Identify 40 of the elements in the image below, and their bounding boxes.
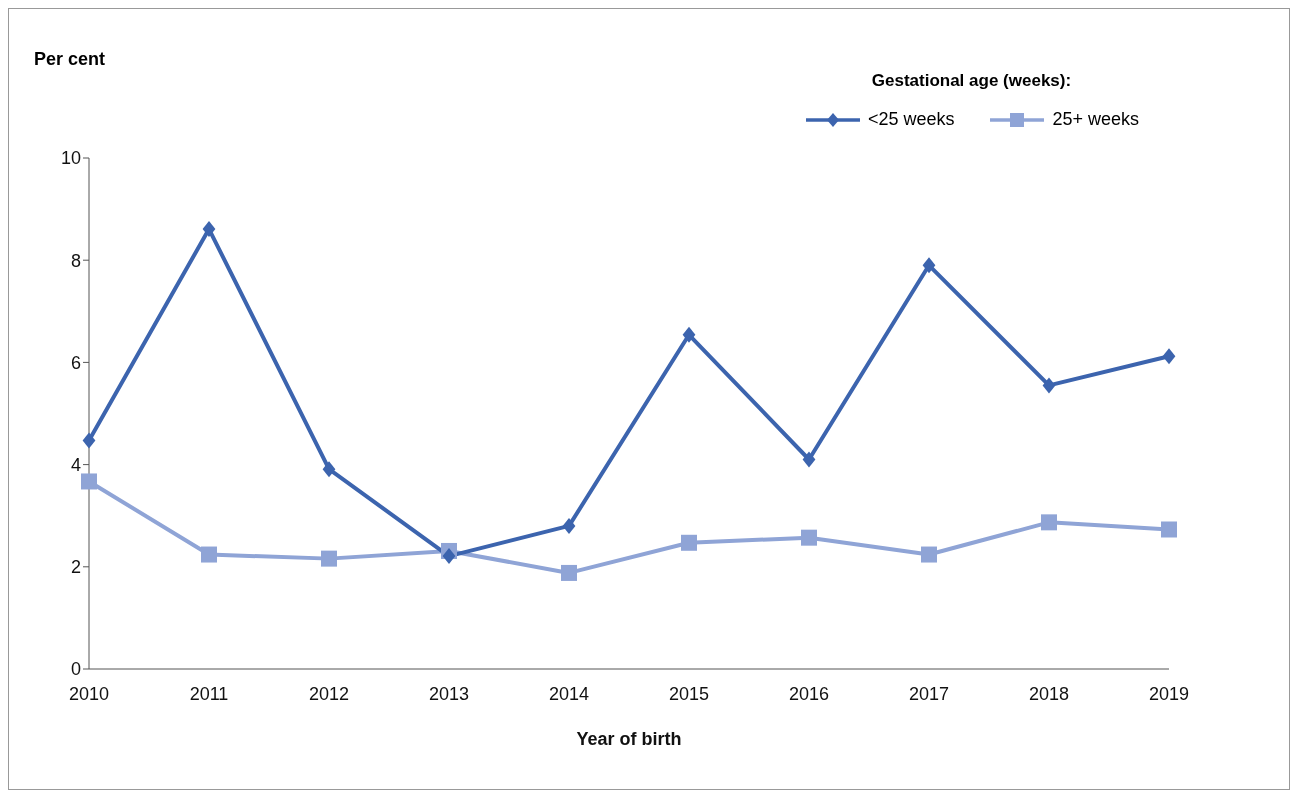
legend-title: Gestational age (weeks): <box>870 71 1073 91</box>
point <box>921 546 937 563</box>
point <box>202 221 216 238</box>
x-tick-label: 2016 <box>788 683 830 704</box>
point <box>682 326 696 343</box>
x-tick-label: 2010 <box>68 683 110 704</box>
point <box>321 550 337 567</box>
point <box>1161 521 1177 538</box>
y-tick-label: 10 <box>60 148 81 169</box>
x-tick-label: 2013 <box>428 683 470 704</box>
point <box>922 257 936 274</box>
y-tick-label: 4 <box>70 454 81 475</box>
point <box>802 451 816 468</box>
point <box>81 473 97 490</box>
x-tick-label: 2012 <box>308 683 350 704</box>
point <box>322 461 336 478</box>
x-tick-label: 2017 <box>908 683 950 704</box>
y-tick-label: 6 <box>70 352 81 373</box>
x-tick-label: 2018 <box>1028 683 1070 704</box>
point <box>1041 514 1057 531</box>
point <box>82 432 96 449</box>
y-tick-label: 2 <box>70 557 81 578</box>
x-tick-label: 2014 <box>548 683 590 704</box>
point <box>561 564 577 581</box>
x-axis-title: Year of birth <box>576 729 682 749</box>
legend-label: 25+ weeks <box>1052 109 1139 130</box>
point <box>1162 348 1176 365</box>
point <box>201 546 217 563</box>
point <box>1042 377 1056 394</box>
y-tick-label: 8 <box>70 250 81 271</box>
y-axis-title: Per cent <box>34 49 106 70</box>
legend-label: <25 weeks <box>867 109 955 130</box>
x-tick-label: 2019 <box>1148 683 1190 704</box>
point <box>562 517 576 534</box>
x-tick-label: 2015 <box>668 683 710 704</box>
point <box>442 548 456 565</box>
point <box>801 529 817 546</box>
x-tick-label: 2011 <box>189 683 229 704</box>
y-tick-label: 0 <box>70 659 81 680</box>
point <box>681 534 697 551</box>
